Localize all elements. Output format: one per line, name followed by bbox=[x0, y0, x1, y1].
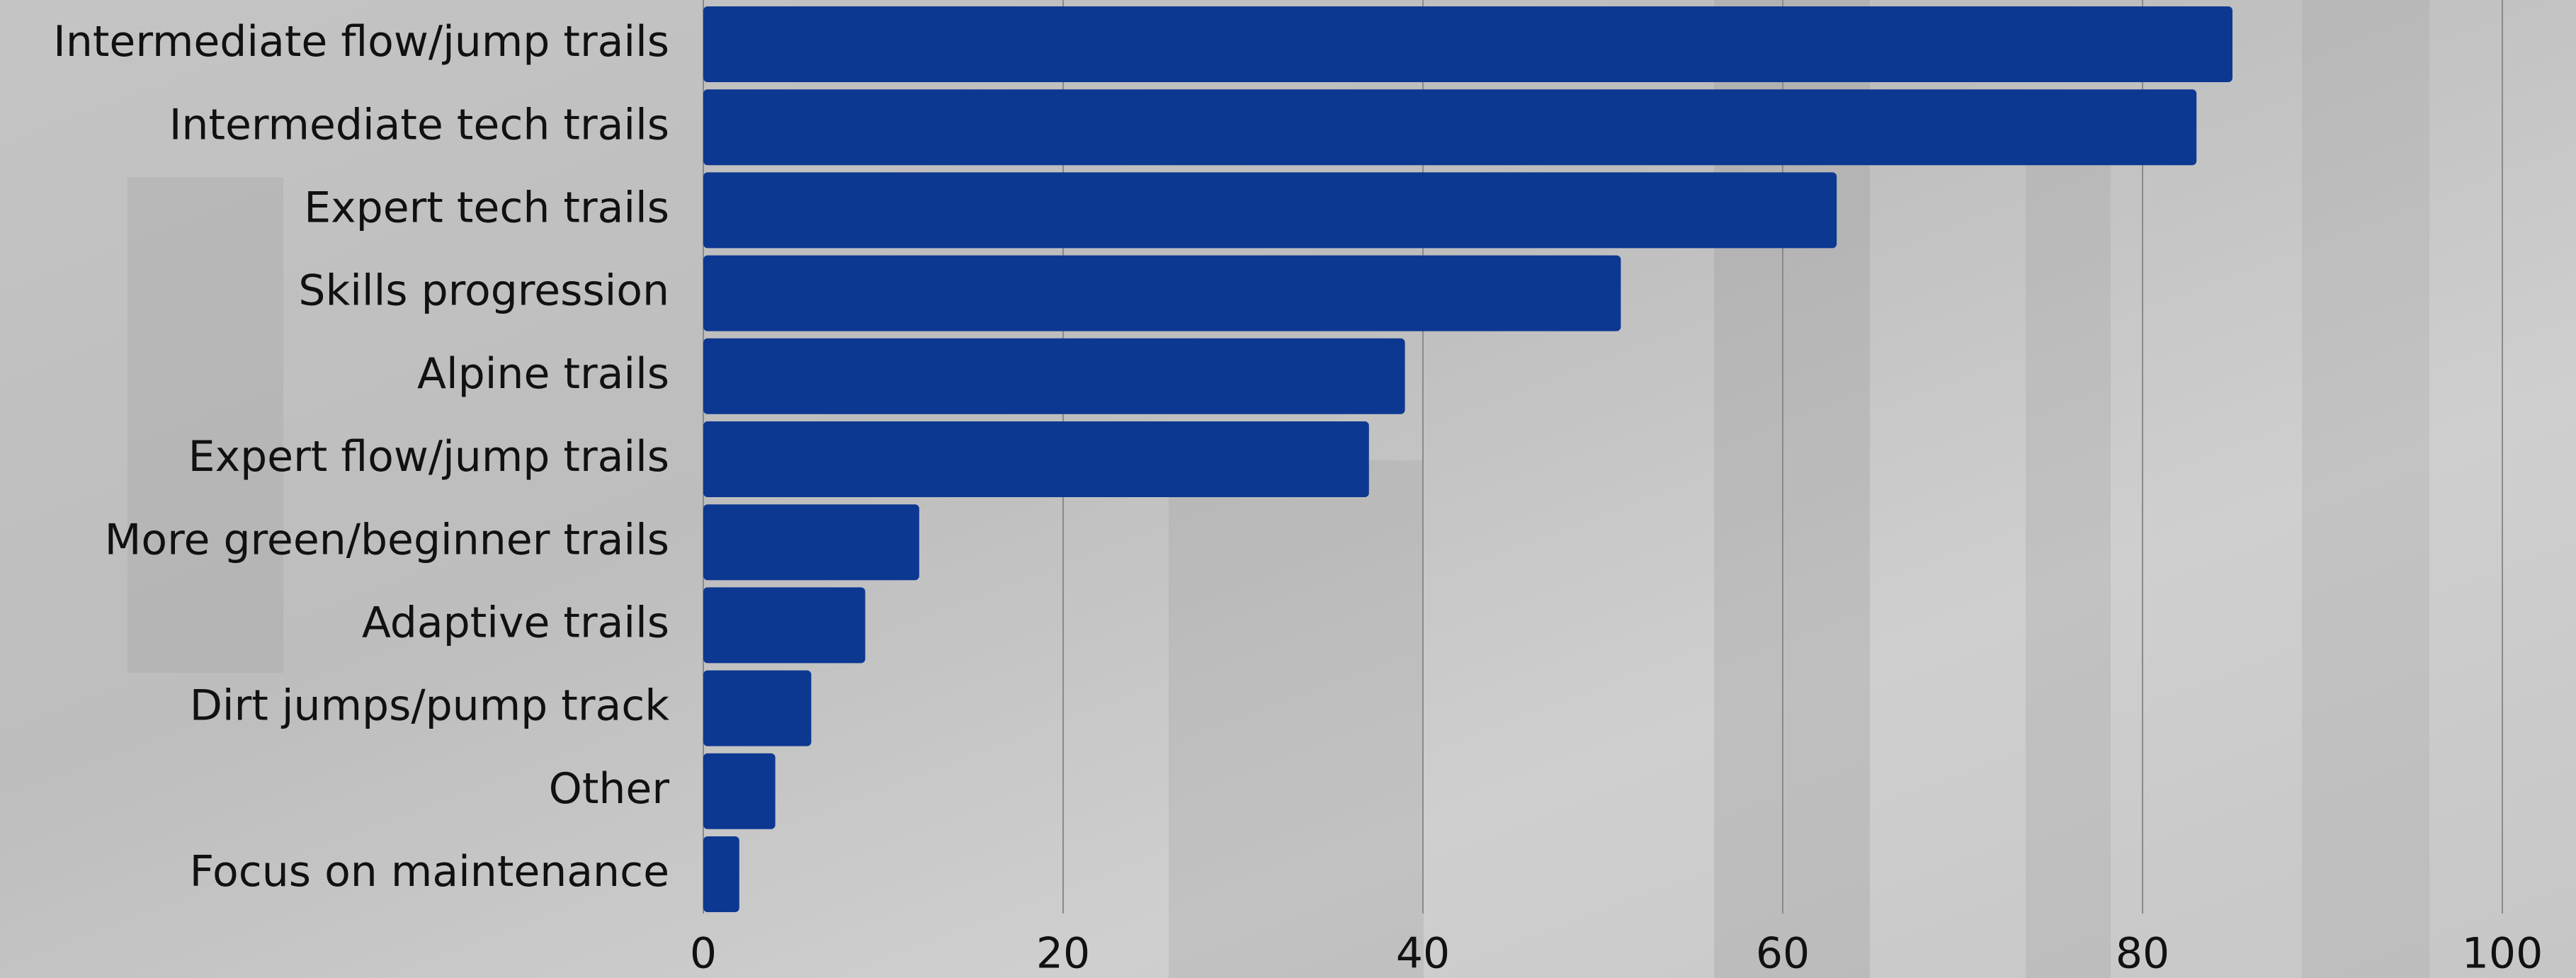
x-tick-label: 20 bbox=[1036, 929, 1090, 978]
bar bbox=[703, 836, 739, 912]
bar bbox=[703, 172, 1837, 249]
x-tick-label: 80 bbox=[2116, 929, 2169, 978]
y-tick-label: Intermediate tech trails bbox=[169, 100, 669, 149]
y-tick-label: More green/beginner trails bbox=[105, 515, 669, 564]
bar bbox=[703, 421, 1369, 497]
bar bbox=[703, 255, 1621, 331]
x-tick-label: 60 bbox=[1756, 929, 1810, 978]
x-tick-label: 100 bbox=[2462, 929, 2543, 978]
y-tick-label: Alpine trails bbox=[417, 349, 669, 399]
bar bbox=[703, 587, 866, 664]
bar bbox=[703, 89, 2197, 166]
y-tick-label: Other bbox=[549, 764, 670, 814]
y-tick-label: Adaptive trails bbox=[362, 598, 669, 647]
bar bbox=[703, 753, 776, 829]
bar bbox=[703, 504, 919, 581]
bar bbox=[703, 338, 1405, 414]
bar bbox=[703, 6, 2232, 82]
bar bbox=[703, 670, 812, 746]
y-tick-label: Dirt jumps/pump track bbox=[190, 681, 670, 731]
y-tick-label: Expert flow/jump trails bbox=[188, 432, 669, 482]
x-tick-label: 40 bbox=[1396, 929, 1450, 978]
y-tick-label: Focus on maintenance bbox=[190, 847, 669, 897]
y-tick-label: Expert tech trails bbox=[304, 183, 669, 232]
y-tick-label: Intermediate flow/jump trails bbox=[53, 17, 669, 67]
x-tick-label: 0 bbox=[690, 929, 717, 978]
y-tick-label: Skills progression bbox=[298, 266, 669, 316]
